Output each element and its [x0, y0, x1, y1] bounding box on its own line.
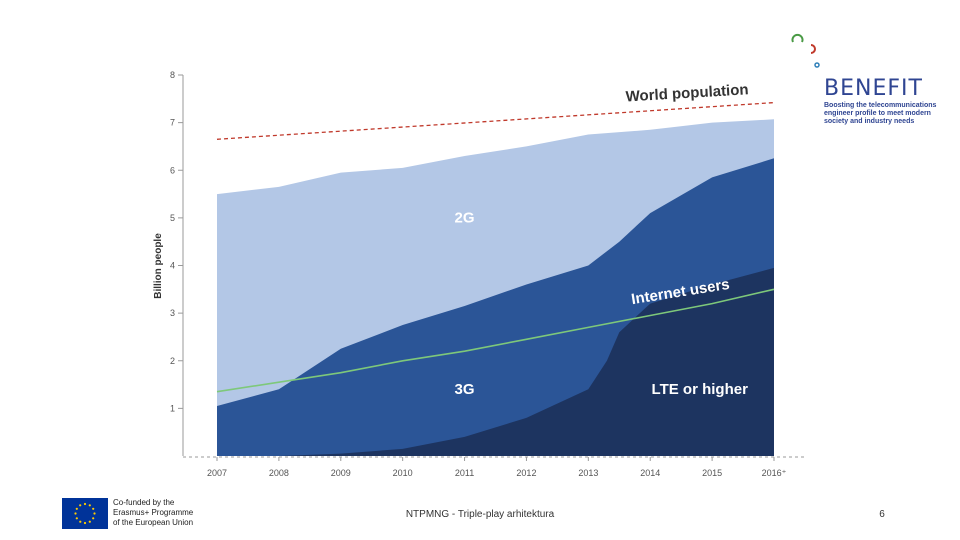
benefit-logo: BENEFIT Boosting the telecommunications … — [790, 28, 950, 138]
line-world-population — [216, 101, 775, 140]
eu-star — [79, 504, 82, 507]
x-tick-label: 2011 — [455, 468, 474, 478]
y-tick-label: 1 — [170, 403, 175, 413]
eu-text-line-1: Co-funded by the — [113, 498, 175, 507]
eu-star — [88, 520, 91, 523]
eu-text-line-3: of the European Union — [113, 518, 194, 527]
eu-cofunded-badge: Co-funded by the Erasmus+ Programme of t… — [62, 496, 237, 532]
area-label: 2G — [455, 210, 475, 227]
y-tick-label: 2 — [170, 356, 175, 366]
y-tick-label: 8 — [170, 70, 175, 80]
x-tick-label: 2009 — [331, 468, 351, 478]
eu-star — [75, 517, 78, 520]
y-tick-label: 5 — [170, 213, 175, 223]
eu-star — [83, 502, 87, 506]
y-tick-label: 4 — [170, 261, 175, 271]
eu-flag-icon — [62, 498, 108, 529]
x-tick-label: 2016⁺ — [762, 468, 787, 478]
x-tick-label: 2008 — [269, 468, 289, 478]
x-tick-label: 2015 — [702, 468, 722, 478]
benefit-wordmark: BENEFIT — [824, 76, 923, 101]
line-internet-users — [216, 288, 775, 393]
x-tick-label: 2014 — [640, 468, 660, 478]
benefit-tagline: Boosting the telecommunications engineer… — [824, 102, 937, 125]
y-tick-label: 7 — [170, 118, 175, 128]
x-tick-label: 2010 — [393, 468, 413, 478]
y-axis-label: Billion people — [153, 233, 164, 299]
x-tick-label: 2007 — [207, 468, 227, 478]
x-tick-label: 2012 — [516, 468, 536, 478]
eu-star — [92, 517, 95, 520]
eu-star — [92, 507, 95, 510]
plot-area: 1 2 3 4 5 6 7 8 2007 2008 2009 2010 2011 2012 2013 2014… — [170, 70, 805, 478]
y-tick-label: 6 — [170, 165, 175, 175]
eu-star — [93, 512, 96, 515]
benefit-logo-mark — [791, 33, 820, 68]
area-label: LTE or higher — [652, 381, 749, 398]
footer-title: NTPMNG - Triple-play arhitektura — [405, 509, 555, 520]
eu-funding-text: Co-funded by the Erasmus+ Programme of t… — [113, 498, 235, 528]
eu-star — [83, 521, 87, 525]
eu-text-line-2: Erasmus+ Programme — [113, 508, 194, 517]
area-lte-or-higher — [217, 267, 774, 456]
area-label: 3G — [455, 381, 475, 398]
eu-star — [75, 507, 78, 510]
world-population-label: World population — [625, 81, 749, 105]
x-tick-label: 2013 — [578, 468, 598, 478]
y-tick-label: 3 — [170, 308, 175, 318]
eu-star — [88, 504, 91, 507]
eu-star — [79, 520, 82, 523]
eu-star — [74, 512, 77, 515]
page-number: 6 — [879, 509, 885, 520]
